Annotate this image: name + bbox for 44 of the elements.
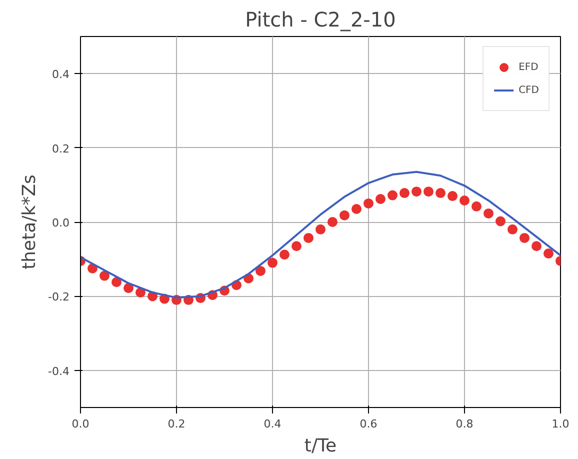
y-tick-label: 0.0 [52,216,70,230]
point [508,224,518,234]
x-tick-label: 0.4 [264,418,282,430]
point [280,250,290,260]
point [412,186,422,197]
y-tick-label: 0.4 [52,68,70,82]
x-axis-title: t/Te [304,436,337,456]
point [340,210,350,220]
y-tick-label: 0.2 [52,142,70,156]
point [112,277,122,288]
point [520,232,530,243]
point [316,224,326,234]
point [364,198,374,208]
point [472,201,482,212]
x-tick-label: 0.0 [72,418,90,430]
point [532,241,542,252]
point [124,283,134,294]
x-tick-label: 0.8 [456,418,474,430]
point [496,216,506,226]
legend-label: CFD [518,84,539,96]
point [268,258,278,268]
point [352,204,362,214]
y-tick-label: -0.4 [48,364,70,378]
point [424,186,434,197]
point [436,188,446,198]
point [448,191,458,202]
point [376,194,386,204]
point [304,232,314,243]
point [400,188,410,198]
y-axis-title: theta/k*Zs [19,174,40,270]
point [292,241,302,252]
point [544,248,554,259]
x-tick-label: 0.6 [360,418,378,430]
x-tick-label: 1.0 [552,418,570,430]
point [388,190,398,200]
point [460,195,470,206]
point [484,208,494,218]
point [100,270,110,281]
legend-label: EFD [518,62,539,72]
point [328,217,338,227]
chart-title: Pitch - C2_2-10 [245,8,396,32]
y-tick-label: -0.2 [48,290,70,304]
point [256,266,266,276]
x-tick-label: 0.2 [168,418,186,430]
